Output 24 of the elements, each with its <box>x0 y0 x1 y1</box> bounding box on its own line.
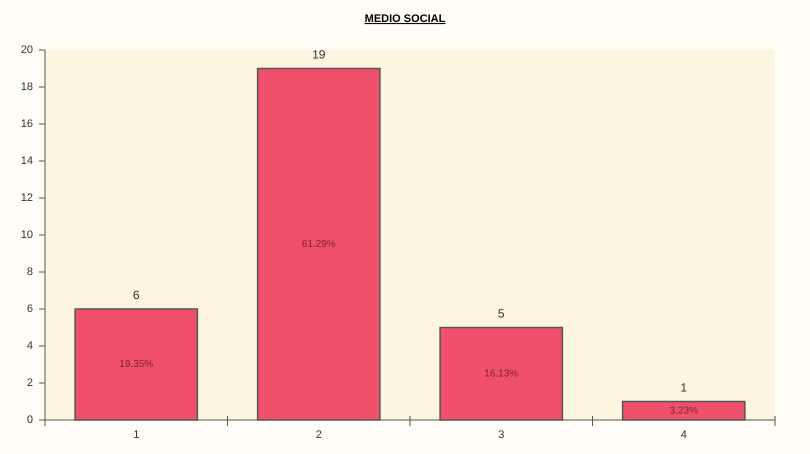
data-label: 19 <box>312 48 326 62</box>
y-tick-label: 20 <box>20 44 33 56</box>
x-tick-label: 4 <box>680 429 687 441</box>
annotation: 16.13% <box>484 368 518 380</box>
chart-title: MEDIO SOCIAL <box>364 13 446 25</box>
y-tick-label: 6 <box>26 302 33 315</box>
annotation: 3.23% <box>670 405 698 416</box>
data-label: 1 <box>680 380 688 394</box>
data-label: 5 <box>498 306 505 320</box>
x-tick-label: 2 <box>316 429 322 441</box>
y-tick-label: 2 <box>26 376 33 389</box>
y-tick-label: 14 <box>20 154 33 167</box>
x-tick-label: 3 <box>498 429 504 441</box>
annotation: 19.35% <box>119 359 154 370</box>
y-tick-label: 4 <box>26 340 33 352</box>
y-tick-label: 16 <box>20 118 33 130</box>
x-tick-label: 1 <box>133 429 140 441</box>
y-tick-label: 0 <box>26 414 33 426</box>
y-tick-label: 10 <box>20 228 33 241</box>
y-tick-label: 12 <box>20 192 33 204</box>
y-tick-label: 18 <box>20 80 33 93</box>
annotation: 61.29% <box>302 238 336 250</box>
data-label: 6 <box>132 288 140 302</box>
y-tick-label: 8 <box>26 266 33 278</box>
